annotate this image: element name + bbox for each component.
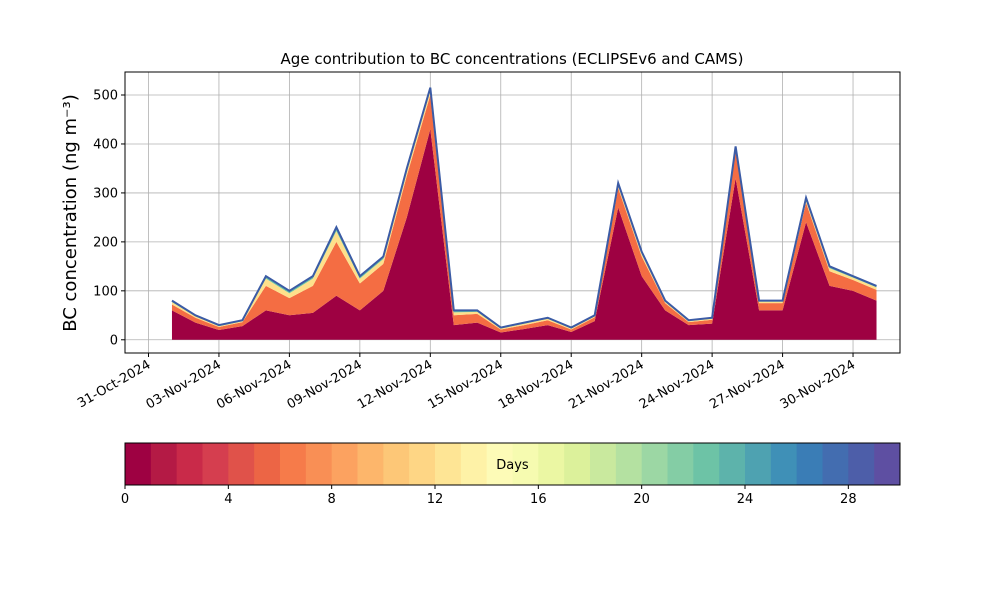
- colorbar-segment: [202, 443, 229, 485]
- x-tick-label: 09-Nov-2024: [285, 357, 365, 412]
- chart-title: Age contribution to BC concentrations (E…: [281, 50, 744, 68]
- area: [171, 95, 877, 333]
- colorbar-segment: [254, 443, 281, 485]
- colorbar-segment: [409, 443, 436, 485]
- colorbar-segment: [538, 443, 565, 485]
- y-tick-label: 300: [93, 186, 118, 201]
- outline: [171, 87, 877, 329]
- colorbar-segment: [848, 443, 875, 485]
- y-tick-label: 100: [93, 284, 118, 299]
- colorbar-tick-label: 0: [121, 492, 129, 507]
- colorbar-segment: [150, 443, 178, 485]
- x-tick-label: 12-Nov-2024: [355, 357, 435, 412]
- colorbar-tick-label: 16: [530, 492, 547, 507]
- colorbar-segment: [357, 443, 384, 485]
- colorbar-tick-label: 8: [328, 492, 336, 507]
- colorbar-tick-label: 4: [224, 492, 232, 507]
- y-tick-label: 500: [93, 89, 118, 104]
- colorbar-frame: [124, 442, 901, 486]
- colorbar-segment: [512, 443, 539, 485]
- colorbar-segment: [280, 443, 307, 485]
- colorbar-segment: [176, 443, 203, 485]
- colorbar-tick-label: 24: [737, 492, 754, 507]
- colorbar-segment: [796, 443, 823, 485]
- colorbar-segment: [693, 443, 720, 485]
- colorbar-tick-label: 20: [633, 492, 650, 507]
- x-tick-label: 03-Nov-2024: [144, 357, 224, 412]
- colorbar-segment: [641, 443, 668, 485]
- colorbar-segment: [745, 443, 772, 485]
- y-axis-label: BC concentration (ng m⁻³): [60, 94, 81, 332]
- x-tick-label: 18-Nov-2024: [496, 357, 576, 412]
- colorbar-segment: [822, 443, 849, 485]
- y-tick-label: 200: [93, 235, 118, 250]
- colorbar-tick-label: 28: [840, 492, 857, 507]
- colorbar-segment: [305, 443, 333, 485]
- colorbar-segment: [667, 443, 694, 485]
- area: [171, 129, 877, 340]
- x-tick-label: 31-Oct-2024: [75, 357, 153, 411]
- x-tick-label: 06-Nov-2024: [214, 357, 294, 412]
- colorbar-segment: [228, 443, 255, 485]
- x-tick-label: 21-Nov-2024: [566, 357, 646, 412]
- y-tick-label: 400: [93, 137, 118, 152]
- colorbar-segment: [770, 443, 798, 485]
- colorbar-segment: [874, 443, 901, 485]
- colorbar-segment: [486, 443, 513, 485]
- colorbar-segment: [615, 443, 643, 485]
- plot-frame: [124, 71, 901, 354]
- colorbar-segment: [383, 443, 410, 485]
- x-tick-label: 30-Nov-2024: [778, 357, 858, 412]
- colorbar-segment: [564, 443, 591, 485]
- colorbar-segment: [125, 443, 152, 485]
- x-tick-label: 27-Nov-2024: [707, 357, 787, 412]
- colorbar-segment: [460, 443, 488, 485]
- colorbar-segment: [719, 443, 746, 485]
- colorbar-segment: [590, 443, 617, 485]
- colorbar-tick-label: 12: [427, 492, 444, 507]
- x-tick-label: 24-Nov-2024: [637, 357, 717, 412]
- x-tick-label: 15-Nov-2024: [425, 357, 505, 412]
- colorbar-segment: [331, 443, 358, 485]
- y-tick-label: 0: [110, 333, 118, 348]
- colorbar-label: Days: [496, 458, 529, 473]
- colorbar-segment: [435, 443, 462, 485]
